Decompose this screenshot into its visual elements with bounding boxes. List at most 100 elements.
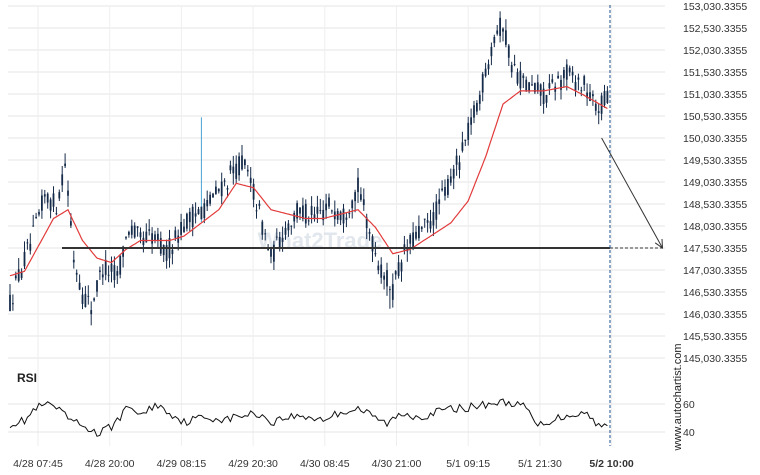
candle-body (539, 84, 542, 96)
candle-body (470, 117, 472, 125)
candle-body (435, 201, 438, 220)
candle-body (52, 193, 55, 207)
candle-body (519, 70, 522, 89)
candle-body (212, 193, 214, 198)
candle-body (577, 77, 580, 80)
price-tick-label: 148,530.3355 (683, 199, 747, 211)
price-tick-label: 145,530.3355 (683, 331, 747, 343)
candle-body (525, 79, 528, 91)
candle-body (522, 75, 525, 79)
candle-body (206, 199, 209, 207)
candle-body (302, 205, 304, 219)
time-axis: 4/28 07:45 4/28 20:00 4/29 08:15 4/29 20:30… (13, 458, 634, 470)
candle-body (322, 209, 325, 221)
candle-body (348, 213, 351, 215)
candle-body (586, 92, 588, 99)
candle-body (107, 274, 110, 276)
price-tick-label: 149,530.3355 (683, 155, 747, 167)
candle-body (23, 251, 26, 267)
time-tick-label: 4/29 08:15 (157, 458, 207, 470)
candle-body (49, 199, 52, 211)
price-tick-label: 146,030.3355 (683, 309, 747, 321)
price-tick-label: 152,030.3355 (683, 45, 747, 57)
candle-body (426, 220, 429, 223)
candle-body (67, 190, 69, 196)
time-tick-label: 4/30 21:00 (372, 458, 422, 470)
time-tick-label: 4/29 20:30 (228, 458, 278, 470)
candle-body (490, 46, 493, 57)
candle-body (307, 220, 310, 222)
candle-body (606, 90, 609, 104)
candle-body (563, 69, 565, 79)
projection-arrowhead (654, 238, 664, 250)
candle-body (35, 216, 37, 218)
candle-body (589, 92, 591, 102)
price-tick-label: 151,530.3355 (683, 67, 747, 79)
candle-body (165, 245, 168, 261)
projection-arrow (601, 137, 664, 250)
candle-body (270, 248, 272, 257)
candle-body (46, 193, 49, 203)
candle-body (557, 75, 559, 79)
candle-body (64, 163, 66, 167)
price-tick-label: 148,030.3355 (683, 221, 747, 233)
candle-body (493, 36, 496, 44)
candle-body (84, 293, 87, 308)
candle-body (145, 231, 148, 243)
rsi-label: RSI (17, 371, 37, 385)
candle-body (365, 217, 368, 229)
candle-body (429, 221, 432, 229)
rsi-polyline (9, 398, 608, 437)
candle-body (249, 177, 252, 184)
candle-body (571, 71, 574, 76)
candle-body (360, 194, 362, 200)
rsi-axis: 60 40 (683, 399, 695, 439)
candle-body (418, 225, 420, 239)
candle-body (464, 139, 467, 142)
candle-body (528, 82, 530, 92)
candle-body (78, 282, 81, 290)
candle-body (603, 91, 606, 106)
candle-body (20, 271, 23, 279)
candle-body (191, 206, 194, 228)
time-tick-label: 4/28 07:45 (13, 458, 63, 470)
candle-body (197, 209, 200, 215)
candle-body (452, 168, 455, 179)
candle-body (574, 81, 577, 91)
candle-body (273, 244, 275, 262)
candle-body (560, 79, 562, 90)
candle-body (458, 162, 461, 170)
candle-body (99, 270, 101, 272)
candle-body (290, 225, 293, 227)
candle-body (38, 212, 40, 215)
candle-body (142, 237, 145, 246)
price-tick-label: 147,030.3355 (683, 265, 747, 277)
candle-body (531, 84, 533, 86)
candle-body (438, 199, 441, 205)
candle-body (61, 174, 64, 186)
candle-body (409, 235, 412, 244)
candle-body (580, 90, 583, 92)
candle-body (478, 94, 481, 104)
candle-body (220, 181, 223, 197)
candle-body (455, 155, 458, 165)
candle-body (502, 28, 504, 32)
candle-body (125, 237, 127, 239)
time-tick-label: 4/30 08:45 (300, 458, 350, 470)
candle-body (26, 242, 29, 244)
candle-body (484, 68, 487, 77)
candle-body (516, 72, 519, 84)
candle-body (81, 294, 84, 304)
candle-body (397, 262, 400, 276)
candle-body (339, 211, 342, 221)
candle-body (505, 30, 507, 45)
candle-body (41, 195, 43, 211)
candle-body (510, 65, 513, 73)
candle-body (481, 74, 484, 93)
candle-body (151, 233, 153, 244)
candle-body (264, 233, 267, 235)
candle-body (542, 88, 545, 105)
candle-body (304, 203, 307, 224)
candle-body (299, 207, 301, 214)
candle-body (551, 79, 554, 83)
